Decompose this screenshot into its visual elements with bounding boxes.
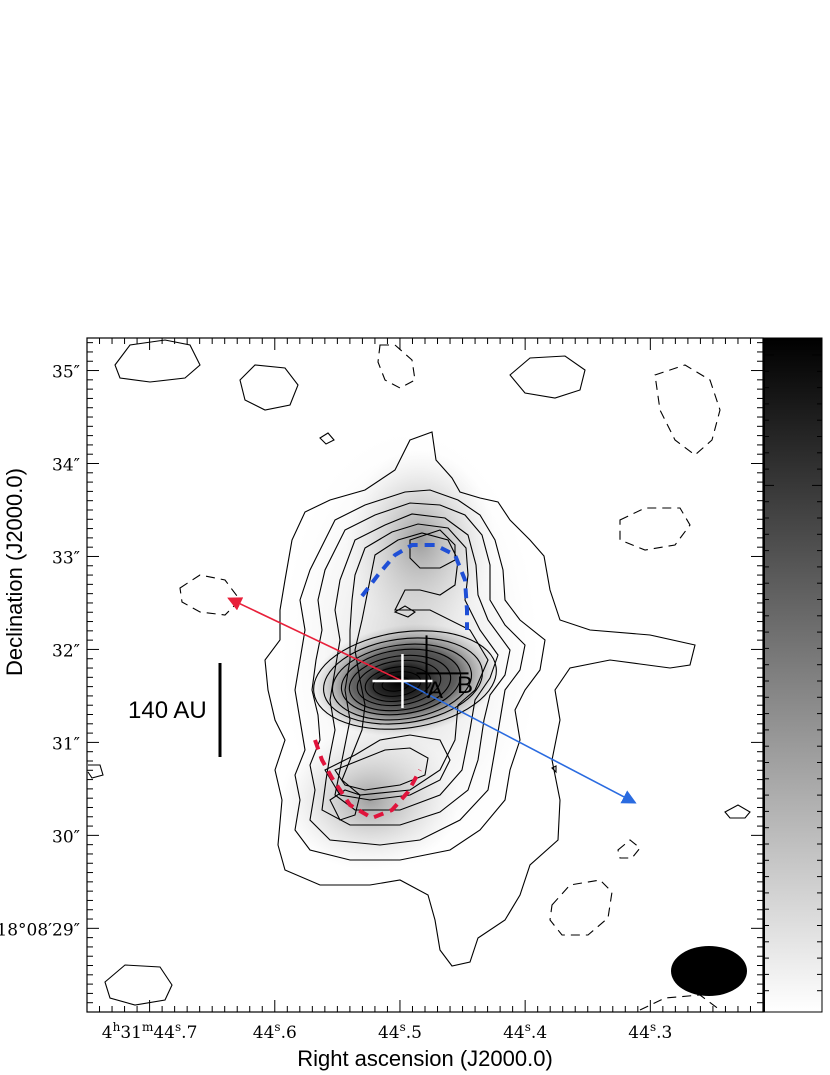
y-tick-label: 31″ [52, 734, 80, 754]
x-tick-label: 44s.3 [628, 1020, 672, 1043]
contour-lines [87, 339, 751, 1006]
x-tick-label: 44s.5 [378, 1020, 422, 1043]
negative-contours [179, 344, 721, 1011]
colorbar: 0.40.30.20.1 [763, 337, 823, 1013]
y-tick-label: 33″ [52, 548, 80, 568]
y-tick-label: 34″ [52, 456, 80, 476]
source-b-label: B [457, 672, 473, 699]
y-tick-label: 35″ [52, 363, 80, 383]
red-outflow-arrow [227, 597, 403, 682]
source-a-label: A [427, 677, 443, 704]
x-tick-label: 44s.6 [253, 1020, 297, 1043]
x-axis-ticks [86, 338, 764, 1012]
y-tick-label: 30″ [52, 827, 80, 847]
contour-outer [264, 431, 696, 967]
blue-lobe-dashed-curve [360, 543, 469, 630]
red-lobe-dashed-curve [313, 739, 422, 821]
beam-ellipse [671, 946, 747, 996]
y-axis-title: Declination (J2000.0) [2, 468, 27, 676]
x-tick-label: 4h31m44s.7 [102, 1020, 198, 1043]
x-axis-tick-labels: 4h31m44s.7 44s.6 44s.5 44s.4 44s.3 [102, 1020, 673, 1043]
blue-outflow-arrow [402, 680, 637, 804]
scale-bar-label: 140 AU [128, 697, 207, 724]
y-axis-tick-labels: 35″ 34″ 33″ 32″ 31″ 30″ 18°08′29″ [0, 363, 80, 941]
y-tick-label: 32″ [52, 641, 80, 661]
y-tick-label: 18°08′29″ [0, 920, 80, 940]
x-axis-title: Right ascension (J2000.0) [297, 1046, 553, 1071]
x-tick-label: 44s.4 [503, 1020, 547, 1043]
source-b-cross [416, 635, 469, 694]
colorbar-gradient [764, 338, 822, 1012]
source-a-cross [372, 654, 433, 709]
y-axis-ticks [87, 342, 763, 1013]
